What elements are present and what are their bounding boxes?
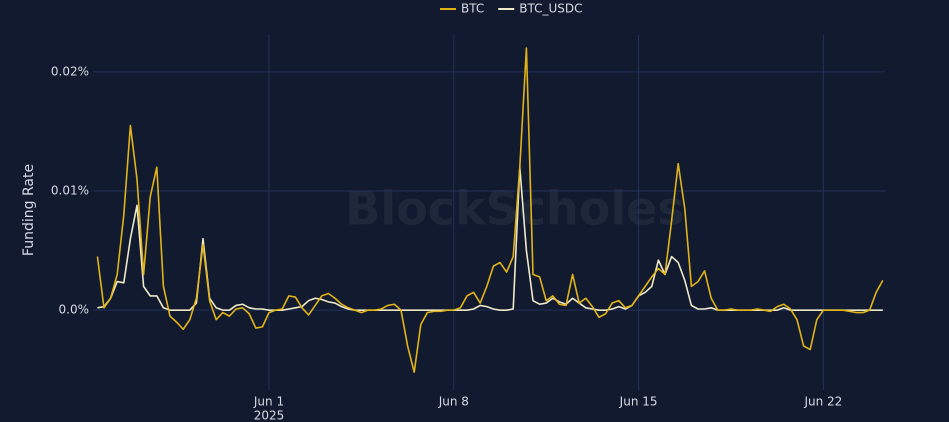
legend-label: BTC	[461, 2, 484, 16]
y-tick-label: 0.0%	[59, 303, 90, 317]
series-line	[96, 47, 884, 373]
y-tick-label: 0.01%	[51, 184, 89, 198]
x-year-label: 2025	[254, 409, 285, 422]
x-tick-label: Jun 22	[803, 395, 842, 409]
x-tick-label: Jun 15	[619, 395, 658, 409]
x-tick-label: Jun 8	[438, 395, 469, 409]
y-axis-title: Funding Rate	[21, 164, 37, 256]
y-tick-label: 0.02%	[51, 64, 89, 78]
x-tick-label: Jun 1	[253, 395, 284, 409]
legend-label: BTC_USDC	[519, 2, 582, 16]
